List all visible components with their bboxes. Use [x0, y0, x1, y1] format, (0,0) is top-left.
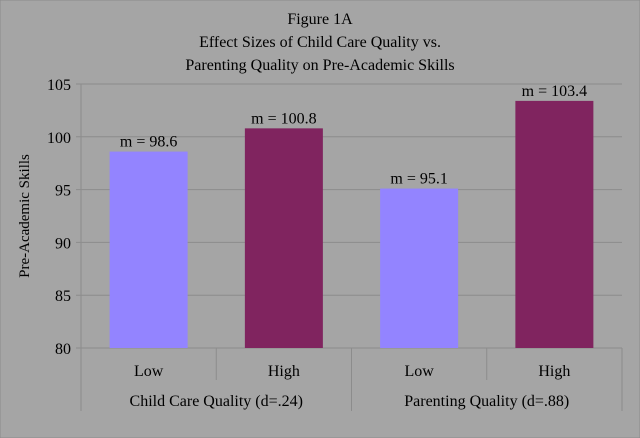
y-tick-label: 105: [47, 77, 71, 94]
bar-0-low: [109, 151, 188, 348]
group-label: Parenting Quality (d=.88): [404, 393, 569, 410]
group-label: Child Care Quality (d=.24): [130, 393, 303, 410]
x-tick-label: High: [538, 363, 570, 380]
x-tick-label: Low: [404, 363, 434, 380]
data-label: m = 103.4: [522, 83, 587, 100]
y-tick-label: 80: [55, 341, 71, 358]
bar-0-high: [244, 128, 323, 348]
y-axis-label: Pre-Academic Skills: [17, 154, 33, 278]
y-tick-label: 90: [55, 235, 71, 252]
y-tick-label: 100: [47, 130, 71, 147]
x-tick-label: Low: [134, 363, 164, 380]
data-label: m = 98.6: [120, 134, 177, 151]
y-tick-label: 95: [55, 183, 71, 200]
y-tick-label: 85: [55, 288, 71, 305]
data-label: m = 100.8: [251, 110, 316, 127]
data-label: m = 95.1: [390, 171, 447, 188]
bar-1-low: [380, 188, 459, 348]
bar-1-high: [515, 100, 594, 348]
chart-title-line-2: Effect Sizes of Child Care Quality vs.: [199, 34, 441, 51]
x-tick-label: High: [268, 363, 300, 380]
chart-title-line-3: Parenting Quality on Pre-Academic Skills: [185, 57, 454, 74]
chart-title-line-1: Figure 1A: [287, 11, 353, 28]
